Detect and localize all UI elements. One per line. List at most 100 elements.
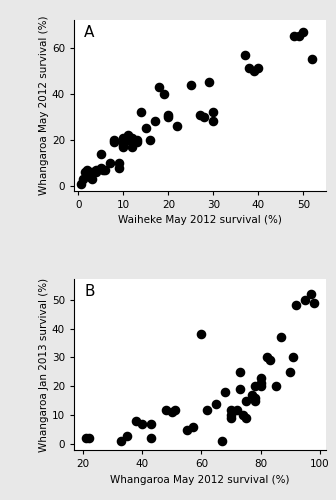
Point: [85, 170, 90, 178]
Point: [175, 122, 180, 130]
Point: [251, 66, 257, 74]
Point: [234, 406, 240, 413]
Point: [121, 140, 126, 148]
Point: [125, 432, 130, 440]
Point: [211, 118, 216, 126]
Point: [82, 168, 88, 176]
Point: [242, 50, 248, 58]
Text: B: B: [84, 284, 94, 300]
Point: [211, 108, 216, 116]
Point: [252, 397, 257, 405]
Point: [243, 414, 249, 422]
Point: [243, 397, 249, 405]
Point: [112, 136, 117, 144]
X-axis label: Waiheke May 2012 survival (%): Waiheke May 2012 survival (%): [118, 215, 282, 225]
Point: [119, 438, 124, 446]
Point: [86, 434, 91, 442]
Point: [148, 434, 154, 442]
Point: [112, 138, 117, 146]
Point: [121, 143, 126, 151]
Point: [148, 420, 154, 428]
Point: [125, 136, 131, 144]
Point: [152, 118, 158, 126]
Point: [116, 164, 122, 172]
Point: [247, 64, 252, 72]
Point: [197, 110, 203, 118]
Point: [107, 159, 113, 167]
Point: [166, 113, 171, 121]
Point: [85, 166, 90, 174]
Text: A: A: [84, 25, 94, 40]
Point: [100, 166, 106, 174]
Point: [157, 83, 162, 91]
Point: [172, 406, 177, 413]
Point: [267, 356, 272, 364]
Point: [308, 290, 314, 298]
Point: [87, 173, 92, 181]
Point: [166, 110, 171, 118]
Point: [130, 134, 135, 141]
Point: [139, 420, 145, 428]
Point: [219, 438, 225, 446]
Point: [258, 380, 263, 388]
Point: [258, 382, 263, 390]
Point: [202, 113, 207, 121]
Point: [258, 374, 263, 382]
Point: [125, 132, 131, 140]
Y-axis label: Whangaroa Jan 2013 survival (%): Whangaroa Jan 2013 survival (%): [39, 278, 49, 452]
Point: [291, 354, 296, 362]
Point: [116, 159, 122, 167]
Point: [130, 143, 135, 151]
Point: [190, 423, 195, 431]
Point: [206, 78, 212, 86]
Point: [214, 400, 219, 407]
Point: [121, 138, 126, 146]
Point: [228, 414, 234, 422]
Point: [98, 164, 103, 172]
Point: [264, 354, 269, 362]
Point: [78, 180, 83, 188]
Point: [302, 296, 308, 304]
Point: [94, 168, 99, 176]
Point: [121, 134, 126, 141]
Point: [161, 90, 167, 98]
Point: [252, 394, 257, 402]
Point: [249, 391, 254, 399]
Point: [143, 124, 149, 132]
Point: [89, 168, 95, 176]
Point: [311, 298, 317, 306]
Y-axis label: Whangaroa May 2012 survival (%): Whangaroa May 2012 survival (%): [39, 16, 49, 195]
Point: [240, 412, 246, 420]
Point: [228, 412, 234, 420]
Point: [256, 64, 261, 72]
Point: [301, 28, 306, 36]
Point: [237, 386, 243, 394]
Point: [292, 32, 297, 40]
Point: [205, 406, 210, 413]
Point: [288, 368, 293, 376]
X-axis label: Whangaroa May 2012 survival (%): Whangaroa May 2012 survival (%): [110, 474, 290, 484]
Point: [228, 406, 234, 413]
Point: [80, 175, 86, 183]
Point: [222, 388, 228, 396]
Point: [98, 150, 103, 158]
Point: [148, 136, 153, 144]
Point: [273, 382, 278, 390]
Point: [133, 417, 139, 425]
Point: [237, 368, 243, 376]
Point: [94, 166, 99, 174]
Point: [310, 55, 315, 63]
Point: [134, 138, 140, 146]
Point: [89, 175, 95, 183]
Point: [252, 382, 257, 390]
Point: [296, 32, 302, 40]
Point: [184, 426, 189, 434]
Point: [134, 136, 140, 144]
Point: [103, 166, 108, 174]
Point: [83, 434, 88, 442]
Point: [169, 408, 174, 416]
Point: [199, 330, 204, 338]
Point: [163, 406, 169, 413]
Point: [279, 333, 284, 341]
Point: [294, 302, 299, 310]
